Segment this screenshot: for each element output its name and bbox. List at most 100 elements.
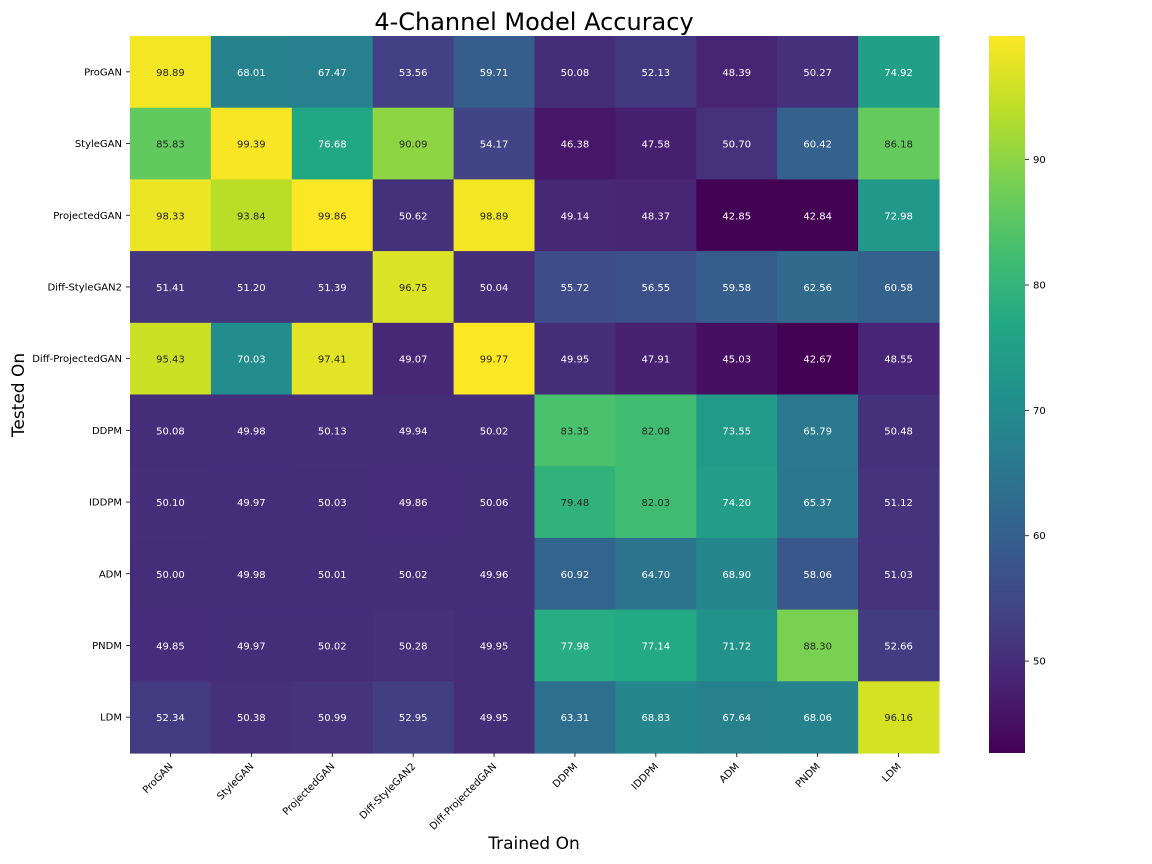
heatmap-cell xyxy=(696,107,778,180)
y-tick-label: LDM xyxy=(100,713,122,724)
cell-value-label: 96.16 xyxy=(884,713,913,724)
heatmap-cell xyxy=(696,179,778,252)
cell-value-label: 52.13 xyxy=(642,68,671,79)
cell-value-label: 50.08 xyxy=(156,426,185,437)
heatmap-cell xyxy=(210,609,293,682)
cell-value-label: 68.83 xyxy=(642,713,671,724)
heatmap-cell xyxy=(858,537,940,611)
heatmap-cell xyxy=(615,537,697,611)
heatmap-cell xyxy=(453,251,536,324)
x-tick-label: ProjectedGAN xyxy=(281,761,337,817)
cell-value-label: 50.13 xyxy=(318,426,347,437)
heatmap-cell xyxy=(210,179,293,252)
cell-value-label: 49.97 xyxy=(237,498,266,509)
heatmap-cell xyxy=(534,36,616,109)
cell-value-label: 49.95 xyxy=(480,713,509,724)
heatmap-cell xyxy=(291,322,374,396)
y-tick-labels: ProGAN StyleGAN ProjectedGAN Diff-StyleGAN2… xyxy=(32,67,130,724)
heatmap-cell xyxy=(130,394,212,467)
cell-value-label: 65.37 xyxy=(803,498,832,509)
heatmap-cell xyxy=(453,466,536,539)
x-axis-label: Trained On xyxy=(487,834,580,854)
heatmap-cell xyxy=(130,179,212,252)
colorbar-tick-label: 60 xyxy=(1033,531,1046,542)
cell-value-label: 86.18 xyxy=(884,140,913,151)
cell-value-label: 49.98 xyxy=(237,570,266,581)
heatmap-cell xyxy=(615,609,697,682)
cell-value-label: 50.38 xyxy=(237,713,266,724)
cell-value-label: 54.17 xyxy=(480,140,509,151)
cell-value-label: 42.84 xyxy=(803,211,832,222)
heatmap-cell xyxy=(534,609,616,682)
y-tick-label: Diff-ProjectedGAN xyxy=(32,354,122,365)
cell-value-label: 77.14 xyxy=(642,641,671,652)
heatmap-cell xyxy=(858,466,940,539)
cell-value-label: 51.12 xyxy=(884,498,913,509)
heatmap-cell xyxy=(696,681,778,754)
cell-value-label: 90.09 xyxy=(399,140,428,151)
cell-value-label: 65.79 xyxy=(803,426,832,437)
heatmap-cell xyxy=(777,107,859,180)
cell-value-label: 82.08 xyxy=(642,426,671,437)
heatmap-cell xyxy=(291,251,374,324)
heatmap-cell xyxy=(453,609,536,682)
cell-value-label: 51.03 xyxy=(884,570,913,581)
heatmap-cell xyxy=(615,107,697,180)
cell-value-label: 72.98 xyxy=(884,211,913,222)
chart-title: 4-Channel Model Accuracy xyxy=(374,8,693,36)
heatmap-cell xyxy=(534,179,616,252)
cell-value-label: 52.34 xyxy=(156,713,185,724)
heatmap-cell xyxy=(210,322,293,396)
heatmap-cell xyxy=(615,251,697,324)
cell-value-label: 58.06 xyxy=(803,570,832,581)
cell-value-label: 64.70 xyxy=(642,570,671,581)
cell-value-label: 50.99 xyxy=(318,713,347,724)
heatmap-cell xyxy=(858,251,940,324)
heatmap-cell xyxy=(291,537,374,611)
heatmap-cell xyxy=(696,394,778,467)
cell-value-label: 60.42 xyxy=(803,140,832,151)
heatmap-cell xyxy=(777,251,859,324)
cell-value-label: 79.48 xyxy=(561,498,590,509)
colorbar-tick-label: 80 xyxy=(1033,280,1046,291)
cell-value-label: 76.68 xyxy=(318,140,347,151)
cell-value-label: 74.92 xyxy=(884,68,913,79)
x-tick-label: ProGAN xyxy=(141,761,176,796)
heatmap-cell xyxy=(453,107,536,180)
x-tick-label: Diff-StyleGAN2 xyxy=(358,761,418,821)
cell-value-label: 49.85 xyxy=(156,641,185,652)
y-tick-label: ProjectedGAN xyxy=(53,211,122,222)
cell-value-label: 42.85 xyxy=(722,211,751,222)
heatmap-cells: 98.89 68.01 67.47 53.56 59.71 50.08 52.13 48.39… xyxy=(130,36,940,754)
heatmap-cell xyxy=(372,537,455,611)
heatmap-cell xyxy=(615,36,697,109)
cell-value-label: 95.43 xyxy=(156,355,185,366)
cell-value-label: 98.89 xyxy=(156,68,185,79)
heatmap-cell xyxy=(291,107,374,180)
heatmap-cell xyxy=(615,466,697,539)
cell-value-label: 50.08 xyxy=(561,68,590,79)
heatmap-cell xyxy=(372,466,455,539)
cell-value-label: 63.31 xyxy=(561,713,590,724)
heatmap-cell xyxy=(696,609,778,682)
heatmap-cell xyxy=(858,681,940,754)
heatmap-cell xyxy=(210,466,293,539)
cell-value-label: 49.95 xyxy=(561,355,590,366)
cell-value-label: 59.71 xyxy=(480,68,509,79)
cell-value-label: 97.41 xyxy=(318,355,347,366)
heatmap-cell xyxy=(615,681,697,754)
heatmap-cell xyxy=(696,322,778,396)
cell-value-label: 50.02 xyxy=(318,641,347,652)
heatmap-cell xyxy=(130,609,212,682)
heatmap-cell xyxy=(696,251,778,324)
heatmap-cell xyxy=(291,179,374,252)
cell-value-label: 49.07 xyxy=(399,355,428,366)
x-tick-label: PNDM xyxy=(794,761,823,790)
colorbar-tick-label: 90 xyxy=(1033,155,1046,166)
y-axis-label: Tested On xyxy=(9,353,29,438)
heatmap-cell xyxy=(372,609,455,682)
cell-value-label: 50.02 xyxy=(480,426,509,437)
heatmap-cell xyxy=(210,394,293,467)
x-tick-label: StyleGAN xyxy=(215,761,256,802)
